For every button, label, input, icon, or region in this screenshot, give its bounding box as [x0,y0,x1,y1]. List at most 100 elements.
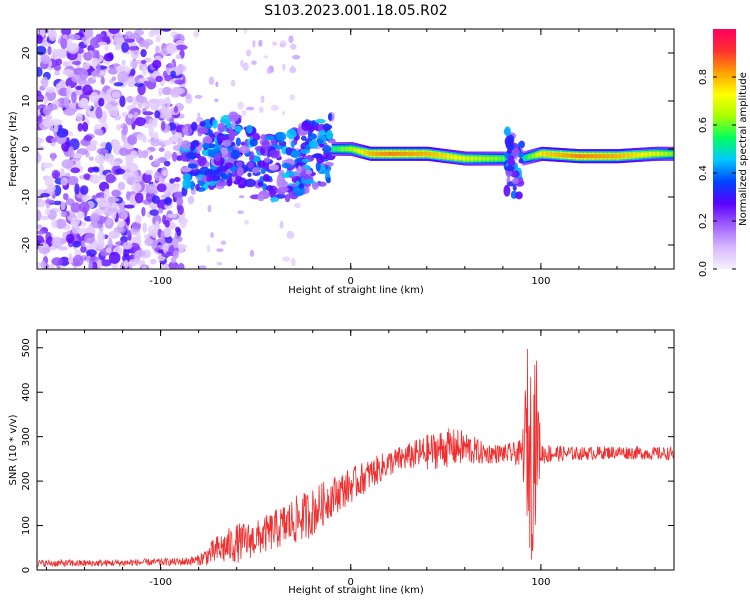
spectrogram-blob [227,176,233,186]
spectrogram-blob [244,178,256,188]
spectrogram-blob [174,132,183,137]
spectrogram-ridge-cell [642,152,645,157]
spectrogram-blob [152,59,162,69]
spectrogram-ridge-cell [494,156,498,161]
spectrogram-blob [83,29,94,38]
spectrogram-blob [270,104,279,111]
spectrogram-blob [208,76,215,85]
spectrogram-blob [206,244,211,253]
spectrogram-ridge-cell [623,153,627,158]
spectrogram-ridge-cell [367,151,370,156]
spectrogram-ridge-cell [501,156,504,161]
spectrogram-blob [279,221,284,229]
spectrogram-blob [506,148,512,154]
spectrogram-blob [142,111,154,116]
spectrogram-blob [43,119,54,128]
spectrogram-blob [161,29,172,32]
spectrogram-blob [228,132,235,142]
spectrogram-ridge-cell [430,152,434,157]
spectrogram-ridge-cell [549,152,552,157]
spectrogram-blob [286,230,295,239]
spectrogram-blob [44,199,55,204]
spectrogram-blob [48,29,58,42]
spectrogram-ridge-cell [666,151,669,156]
spectrogram-ridge-cell [424,151,427,156]
spectrogram-blob [238,195,245,199]
spectrogram-ridge-cell [639,152,642,157]
y-tick-label: 400 [21,383,32,402]
spectrogram-blob [125,191,131,201]
snr-plot-area [37,330,674,570]
spectrogram-blob [174,176,181,183]
spectrogram-blob [247,172,252,178]
spectrogram-blob [517,141,524,149]
spectrogram-ridge-cell [518,148,522,153]
spectrogram-blob [37,113,43,125]
spectrogram-blob [60,201,66,211]
spectrogram-ridge-cell [389,151,393,156]
spectrogram-ridge-cell [647,152,650,157]
spectrogram-ridge-cell [561,153,564,158]
spectrogram-ridge-cell [546,152,549,157]
spectrogram-ridge-cell [349,147,353,151]
spectrogram-blob [50,137,58,143]
spectrogram-ridge-cell [433,152,436,157]
spectrogram-blob [517,152,524,158]
spectrogram-ridge-cell [598,154,601,159]
spectrogram-blob [228,111,240,123]
spectrogram-blob [142,136,147,143]
spectrogram-blob [210,232,214,238]
spectrogram-blob [148,102,157,109]
spectrogram-blob [108,251,121,264]
colorbar-tick-label: 0.4 [698,165,709,181]
spectrogram-blob [74,249,82,256]
spectrogram-blob [518,158,524,164]
spectrogram-ridge-cell [451,154,454,159]
spectrogram-blob [38,243,49,248]
spectrogram-ridge-cell [474,156,477,161]
spectrogram-blob [180,166,192,173]
spectrogram-blob [150,139,161,147]
spectrogram-blob [105,173,116,184]
spectrogram-blob [503,184,511,197]
spectrogram-ridge-cell [627,153,630,158]
y-tick-label: 10 [21,95,32,108]
spectrogram-blob [198,166,210,176]
spectrogram-blob [187,163,198,169]
spectrogram-blob [53,122,59,133]
spectrogram-ridge-cell [391,151,394,156]
spectrogram-ridge-cell [541,151,544,156]
y-tick-label: 500 [21,338,32,357]
spectrogram-blob [166,184,175,193]
spectrogram-blob [95,106,103,119]
spectrogram-ridge-cell [663,151,666,156]
spectrogram-blob [258,160,265,168]
spectrogram-blob [197,155,207,167]
spectrogram-blob [154,110,161,119]
spectrogram-blob [170,256,177,264]
spectrogram-blob [168,261,179,269]
spectrogram-blob [504,135,514,148]
spectrogram-blob [162,139,173,146]
spectrogram-blob [83,135,93,142]
spectrogram-ridge-cell [458,155,461,160]
spectrogram-blob [37,261,41,268]
spectrogram-blob [68,34,81,41]
spectrogram-blob [244,219,250,225]
spectrogram-ridge-cell [445,154,449,159]
spectrogram-blob [41,76,49,88]
spectrogram-blob [122,253,131,263]
spectrogram-blob [97,41,108,46]
spectrogram-ridge-cell [543,151,547,156]
spectrogram-blob [176,197,184,206]
spectrogram-blob [92,49,98,60]
colorbar-label: Normalized spectral amplitude [738,72,749,226]
spectrogram-blob [237,101,244,110]
spectrogram-blob [72,240,81,248]
spectrogram-blob [260,167,266,175]
spectrogram-blob [113,226,125,233]
spectrogram-blob [161,86,172,96]
spectrogram-ridge-cell [624,153,628,158]
spectrogram-blob [190,121,198,131]
spectrogram-blob [37,137,43,144]
